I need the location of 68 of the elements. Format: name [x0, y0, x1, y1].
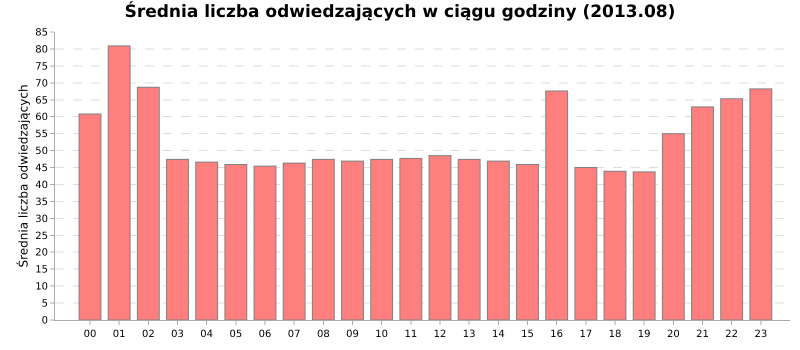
x-tick-label: 12 — [434, 329, 446, 340]
x-tick-label: 09 — [346, 329, 359, 340]
x-tick-label: 16 — [550, 329, 564, 340]
bar — [136, 86, 160, 320]
y-tick-label: 60 — [35, 112, 48, 124]
bar — [458, 158, 481, 320]
y-tick-label: 0 — [42, 316, 48, 326]
bar — [516, 164, 539, 320]
y-tick-label: 45 — [35, 163, 48, 174]
bar — [691, 106, 714, 320]
y-tick-label: 15 — [35, 264, 48, 276]
x-tick-label: 01 — [112, 329, 126, 340]
y-tick-label: 5 — [42, 298, 48, 310]
bar — [545, 90, 568, 320]
x-tick-label: 20 — [666, 329, 680, 340]
bar — [428, 155, 452, 320]
chart-title: Średnia liczba odwiedzających w ciągu godziny (2013.08) — [124, 1, 676, 22]
y-tick-label: 40 — [35, 180, 48, 191]
bar — [749, 88, 772, 320]
y-tick-label: 25 — [35, 230, 48, 242]
x-tick-label: 02 — [142, 329, 155, 340]
x-tick-label: 15 — [521, 329, 534, 340]
bar — [254, 166, 276, 320]
bar — [486, 160, 510, 320]
bar — [166, 158, 189, 320]
x-tick-label: 19 — [638, 329, 651, 340]
x-tick-label: 00 — [84, 329, 96, 340]
x-tick-label: 06 — [258, 329, 272, 340]
x-tick-label: 04 — [200, 329, 214, 340]
x-tick-label: 10 — [375, 329, 388, 340]
bar — [195, 162, 218, 320]
y-tick-label: 80 — [35, 44, 48, 56]
y-tick-label: 50 — [35, 146, 48, 158]
y-tick-label: 55 — [35, 129, 48, 140]
x-tick-label: 11 — [404, 329, 418, 340]
x-tick-label: 03 — [171, 329, 184, 340]
x-tick-label: 14 — [492, 329, 505, 340]
bar — [312, 158, 335, 320]
y-axis-title: Średnia liczba odwiedzających — [16, 84, 31, 268]
y-tick-label: 10 — [35, 282, 48, 293]
y-tick-label: 35 — [35, 196, 48, 208]
x-tick-label: 05 — [229, 329, 242, 340]
y-tick-label: 65 — [35, 95, 48, 106]
x-tick-label: 23 — [754, 329, 768, 340]
bar — [341, 160, 364, 320]
bar — [399, 158, 422, 320]
x-tick-label: 08 — [316, 329, 330, 340]
x-tick-label: 07 — [288, 329, 301, 340]
bar — [224, 164, 248, 320]
bar — [632, 171, 656, 320]
bar — [78, 114, 102, 320]
y-tick-label: 75 — [35, 61, 48, 72]
x-tick-label: 13 — [462, 329, 476, 340]
x-tick-label: 17 — [579, 329, 592, 340]
y-tick-label: 20 — [35, 248, 48, 259]
y-tick-label: 30 — [35, 214, 48, 225]
x-tick-label: 21 — [696, 329, 709, 340]
bar — [108, 45, 131, 320]
bar — [370, 158, 394, 320]
bar — [604, 170, 626, 320]
y-tick-label: 85 — [35, 28, 48, 38]
x-tick-label: 22 — [725, 329, 738, 340]
bar — [662, 133, 685, 320]
bar — [574, 167, 598, 320]
x-tick-label: 18 — [608, 329, 622, 340]
bar — [720, 98, 744, 320]
bar — [282, 162, 306, 320]
y-tick-label: 70 — [35, 78, 48, 90]
